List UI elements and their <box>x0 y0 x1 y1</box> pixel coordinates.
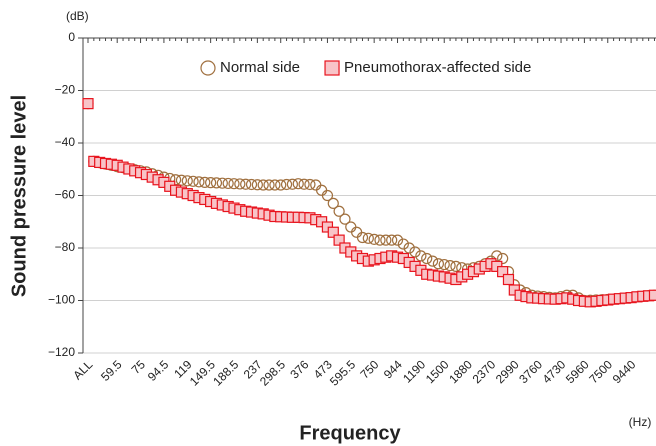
circle-marker <box>356 231 369 244</box>
circle-marker <box>391 234 404 246</box>
circle-marker <box>275 179 287 191</box>
circle-marker <box>205 177 217 189</box>
circle-marker <box>292 178 304 190</box>
y-tick-label: −40 <box>55 135 76 149</box>
circle-marker <box>345 221 357 233</box>
x-tick-label: ALL <box>70 357 95 382</box>
x-tick-label: 376 <box>287 357 311 381</box>
x-tick-label: 2370 <box>470 357 499 386</box>
x-axis-title: Frequency <box>299 422 401 444</box>
x-tick-label: 188.5 <box>210 357 241 388</box>
x-tick-label: 5960 <box>563 357 592 386</box>
x-tick-label: 4730 <box>540 357 569 386</box>
x-tick-label: 2990 <box>493 357 522 386</box>
circle-marker <box>333 205 345 217</box>
circle-marker <box>403 242 415 254</box>
square-marker <box>502 273 515 286</box>
legend-label: Normal side <box>220 59 300 76</box>
square-marker <box>648 289 656 301</box>
x-tick-label: 7500 <box>586 357 615 386</box>
circle-marker <box>368 233 380 245</box>
circle-marker <box>175 174 188 186</box>
y-tick-label: −20 <box>55 83 76 97</box>
y-unit: (dB) <box>66 9 89 23</box>
circle-marker <box>286 178 298 190</box>
circle-marker <box>321 189 334 202</box>
square-marker <box>82 98 94 110</box>
circle-marker <box>426 255 439 267</box>
circle-marker <box>251 179 263 191</box>
circle-marker <box>421 252 433 265</box>
x-tick-label: 1190 <box>400 357 428 385</box>
circle-marker <box>380 234 392 246</box>
circle-marker <box>386 234 398 246</box>
square-marker <box>327 226 339 238</box>
circle-marker <box>316 184 328 196</box>
circle-marker <box>415 250 427 262</box>
x-tick-label: 59.5 <box>98 357 125 384</box>
x-tick-label: 9440 <box>610 357 639 386</box>
circle-marker <box>193 176 205 188</box>
square-marker <box>333 234 345 246</box>
y-tick-label: 0 <box>68 30 75 44</box>
x-tick-label: 94.5 <box>145 357 172 384</box>
circle-marker <box>263 179 275 191</box>
circle-marker <box>245 178 258 191</box>
circle-marker <box>339 213 351 225</box>
circle-marker <box>298 178 310 190</box>
circle-marker <box>280 178 293 191</box>
x-tick-label: 595.5 <box>327 357 358 388</box>
circle-marker <box>362 232 374 244</box>
circle-marker <box>234 178 246 190</box>
square-marker <box>497 266 509 278</box>
circle-marker <box>432 258 444 270</box>
circle-marker <box>199 176 211 188</box>
circle-marker <box>228 178 240 190</box>
x-tick-label: 750 <box>357 357 381 381</box>
circle-marker <box>327 197 339 209</box>
circle-marker <box>210 177 223 189</box>
x-tick-label: 1500 <box>423 357 452 386</box>
y-tick-label: −120 <box>48 345 75 359</box>
circle-marker <box>222 177 234 190</box>
x-tick-label: 149.5 <box>187 357 218 388</box>
circle-marker <box>351 226 363 238</box>
circle-marker <box>240 178 252 190</box>
circle-marker <box>216 177 228 189</box>
circle-marker <box>497 252 509 265</box>
legend-label: Pneumothorax-affected side <box>344 59 531 76</box>
circle-marker <box>450 260 462 272</box>
x-unit: (Hz) <box>629 415 652 429</box>
circle-marker <box>310 179 322 191</box>
y-axis-title: Sound pressure level <box>8 95 30 297</box>
circle-marker <box>409 246 421 258</box>
x-tick-label: 1880 <box>446 357 475 386</box>
circle-marker <box>181 175 193 187</box>
legend-marker <box>324 60 340 76</box>
x-tick-label: 298.5 <box>257 357 288 388</box>
circle-marker <box>438 258 450 271</box>
y-tick-label: −80 <box>55 240 76 254</box>
circle-marker <box>187 175 199 187</box>
y-tick-label: −100 <box>48 293 75 307</box>
circle-marker <box>257 179 269 191</box>
circle-marker <box>397 238 409 250</box>
circle-marker <box>269 179 281 191</box>
y-tick-label: −60 <box>55 188 76 202</box>
legend-marker <box>200 60 216 76</box>
circle-marker <box>374 234 386 246</box>
circle-marker <box>304 178 316 191</box>
x-tick-label: 3760 <box>516 357 545 386</box>
circle-marker <box>444 259 456 272</box>
